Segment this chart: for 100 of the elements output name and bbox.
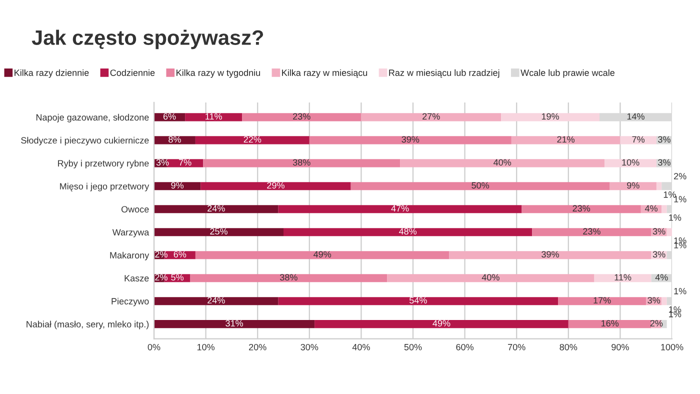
- bar: [662, 297, 667, 306]
- legend-label: Wcale lub prawie wcale: [520, 69, 614, 78]
- data-label: 29%: [267, 182, 284, 189]
- legend-label: Kilka razy dziennie: [14, 69, 89, 78]
- bar: [558, 297, 646, 306]
- x-tick-label: 20%: [249, 344, 266, 350]
- data-label: 11%: [206, 113, 222, 120]
- data-label: 23%: [583, 228, 600, 235]
- y-tick-label: Ryby i przetwory rybne: [58, 160, 149, 168]
- data-label: 7%: [179, 159, 192, 166]
- y-tick-label: Kasze: [124, 275, 149, 282]
- data-label: 40%: [482, 274, 500, 281]
- bar: [190, 274, 388, 282]
- bar: [195, 251, 450, 260]
- bar: [620, 136, 656, 144]
- data-label: 9%: [627, 182, 640, 189]
- bar: [361, 113, 502, 122]
- data-label: 22%: [244, 136, 262, 143]
- bar: [400, 159, 605, 168]
- data-label: 27%: [422, 113, 440, 120]
- bar: [185, 113, 242, 122]
- bar: [200, 182, 351, 190]
- data-label: 2%: [650, 320, 663, 326]
- x-tick-label: 100%: [661, 344, 684, 350]
- x-tick-label: 0%: [148, 344, 160, 350]
- data-label: 11%: [614, 274, 632, 280]
- y-tick-label: Owoce: [121, 206, 149, 213]
- bar: [662, 320, 667, 328]
- x-tick-label: 30%: [300, 344, 318, 350]
- y-tick-label: Mięso i jego przetwory: [60, 182, 150, 192]
- data-label: 39%: [402, 136, 420, 143]
- bar: [314, 320, 568, 328]
- data-label: 1%: [664, 191, 676, 198]
- bar: [387, 274, 594, 282]
- bar: [154, 228, 284, 236]
- bar: [501, 113, 600, 122]
- bar: [154, 320, 315, 328]
- data-label: 3%: [658, 159, 670, 166]
- data-label: 49%: [432, 320, 450, 326]
- x-tick-label: 80%: [560, 344, 578, 350]
- bar: [154, 297, 278, 306]
- bar: [662, 205, 667, 214]
- data-label: 21%: [557, 136, 575, 143]
- data-label: 2%: [155, 274, 168, 280]
- bar: [604, 159, 656, 168]
- x-tick-label: 90%: [612, 344, 629, 350]
- data-label: 2%: [155, 251, 168, 258]
- data-label: 8%: [168, 136, 181, 143]
- data-label: 38%: [292, 159, 310, 166]
- data-label: 3%: [648, 297, 660, 304]
- y-tick-label: Nabiał (masło, sery, mleko itp.): [26, 320, 149, 330]
- data-label: 54%: [410, 297, 427, 304]
- data-label: 1%: [669, 306, 682, 313]
- bar: [278, 297, 558, 306]
- data-label: 2%: [674, 173, 686, 180]
- data-label: 23%: [293, 113, 310, 120]
- data-label: 48%: [398, 228, 417, 235]
- bar: [511, 136, 620, 144]
- data-label: 3%: [652, 251, 666, 258]
- bar: [662, 182, 672, 190]
- bar: [154, 205, 278, 214]
- bar: [599, 113, 672, 122]
- data-label: 1%: [674, 237, 686, 244]
- data-label: 14%: [627, 113, 644, 120]
- x-tick-label: 70%: [508, 344, 526, 350]
- data-label: 23%: [572, 205, 590, 212]
- data-label: 40%: [494, 159, 512, 166]
- legend-label: Raz w miesiącu lub rzadziej: [389, 69, 500, 78]
- bar: [350, 182, 610, 190]
- data-label: 3%: [658, 136, 670, 143]
- data-label: 6%: [174, 251, 186, 258]
- bar: [449, 251, 652, 260]
- bar: [154, 136, 196, 144]
- data-label: 49%: [314, 251, 332, 258]
- data-label: 1%: [669, 214, 682, 221]
- data-label: 3%: [156, 159, 169, 166]
- data-label: 47%: [391, 205, 409, 212]
- data-label: 9%: [171, 182, 184, 189]
- data-label: 6%: [163, 113, 176, 120]
- x-tick-label: 60%: [456, 344, 474, 350]
- data-label: 10%: [622, 159, 640, 166]
- data-label: 50%: [472, 182, 490, 189]
- bar: [154, 182, 201, 190]
- data-label: 38%: [280, 274, 298, 281]
- data-label: 5%: [171, 274, 184, 281]
- data-label: 39%: [542, 251, 559, 258]
- data-label: 24%: [208, 297, 225, 304]
- chart-title: Jak często spożywasz?: [32, 30, 264, 50]
- bar: [203, 159, 400, 168]
- bar: [278, 205, 522, 214]
- bar: [610, 182, 656, 190]
- bar: [309, 136, 512, 144]
- bar: [568, 320, 652, 328]
- data-label: 24%: [208, 205, 225, 212]
- bar: [284, 228, 532, 236]
- y-tick-label: Pieczywo: [112, 298, 149, 306]
- data-label: 16%: [601, 320, 619, 326]
- data-label: 4%: [655, 274, 668, 280]
- bar: [594, 274, 652, 282]
- y-tick-label: Słodycze i pieczywo cukiernicze: [21, 136, 149, 146]
